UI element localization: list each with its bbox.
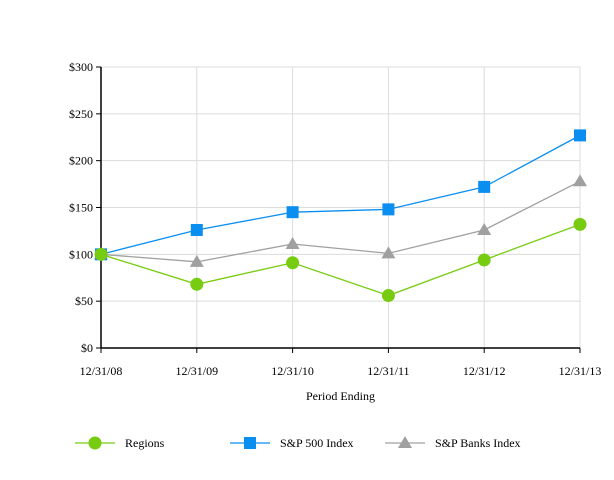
data-point <box>94 247 108 261</box>
y-tick-label: $50 <box>75 294 93 308</box>
x-tick-label: 12/31/13 <box>559 364 602 378</box>
data-point <box>189 254 204 267</box>
data-point <box>286 206 299 219</box>
data-point <box>478 180 491 193</box>
y-tick-label: $100 <box>69 247 93 261</box>
data-point <box>285 237 300 250</box>
data-point <box>190 223 203 236</box>
legend-label: S&P Banks Index <box>435 436 521 450</box>
series-line-circle <box>100 223 581 297</box>
x-tick-label: 12/31/11 <box>367 364 409 378</box>
y-tick-label: $300 <box>69 60 93 74</box>
legend-label: Regions <box>125 436 165 450</box>
data-point <box>573 217 587 231</box>
data-point <box>477 253 491 267</box>
legend-item: Regions <box>75 436 165 450</box>
x-tick-label: 12/31/10 <box>271 364 314 378</box>
x-tick-label: 12/31/12 <box>463 364 506 378</box>
legend-marker <box>398 436 412 448</box>
legend-marker <box>244 437 256 449</box>
data-point <box>190 277 204 291</box>
data-point <box>477 222 492 235</box>
data-point <box>286 256 300 270</box>
legend-item: S&P Banks Index <box>385 436 521 450</box>
data-point <box>381 246 396 259</box>
data-point <box>382 203 395 216</box>
legend-marker <box>88 436 102 450</box>
data-point <box>573 174 587 187</box>
data-point <box>574 129 586 142</box>
series-line-triangle <box>100 180 581 263</box>
y-tick-label: $250 <box>69 107 93 121</box>
y-tick-label: $200 <box>69 154 93 168</box>
x-tick-label: 12/31/09 <box>175 364 218 378</box>
x-axis-label: Period Ending <box>306 389 375 403</box>
legend-label: S&P 500 Index <box>280 436 354 450</box>
data-point <box>381 289 395 303</box>
y-tick-label: $0 <box>81 341 93 355</box>
x-tick-label: 12/31/08 <box>80 364 123 378</box>
series-line-square <box>100 134 581 255</box>
y-tick-label: $150 <box>69 201 93 215</box>
legend-item: S&P 500 Index <box>230 436 354 450</box>
